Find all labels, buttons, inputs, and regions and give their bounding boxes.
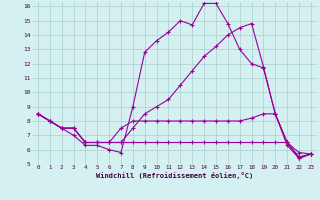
X-axis label: Windchill (Refroidissement éolien,°C): Windchill (Refroidissement éolien,°C)	[96, 172, 253, 179]
